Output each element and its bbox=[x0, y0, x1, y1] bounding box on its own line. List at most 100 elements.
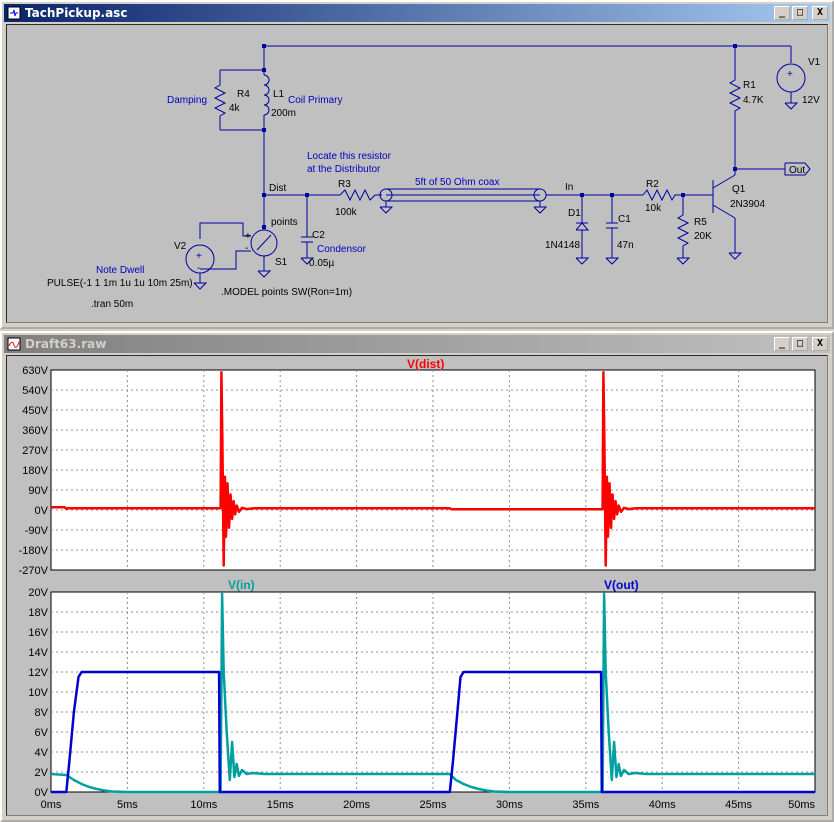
model-directive: .MODEL points SW(Ron=1m) bbox=[221, 287, 352, 298]
maximize-button[interactable]: □ bbox=[792, 6, 808, 20]
y-tick-label: 4V bbox=[35, 747, 49, 759]
y-tick-label: 90V bbox=[28, 485, 48, 497]
y-tick-label: 16V bbox=[28, 627, 48, 639]
y-tick-label: 6V bbox=[35, 727, 49, 739]
waveform-titlebar[interactable]: Draft63.raw _ □ X bbox=[4, 335, 830, 353]
r5-ref: R5 bbox=[694, 217, 707, 228]
trace-vout[interactable] bbox=[51, 670, 815, 794]
net-dist-label: Dist bbox=[269, 183, 286, 194]
y-tick-label: 630V bbox=[22, 365, 48, 377]
l1-note: Coil Primary bbox=[288, 95, 342, 106]
minimize-button[interactable]: _ bbox=[774, 6, 790, 20]
plot-canvas[interactable]: V(dist) 630V 540V 450V 360V 270V 180V 90V 0V -90… bbox=[6, 355, 828, 816]
x-tick-label: 35ms bbox=[572, 799, 599, 811]
tran-directive: .tran 50m bbox=[91, 299, 133, 310]
maximize-button[interactable]: □ bbox=[792, 337, 808, 351]
c2-value: 0.05µ bbox=[309, 258, 334, 269]
top-pane-y-ticks: 630V 540V 450V 360V 270V 180V 90V 0V -90V -180V -2… bbox=[19, 365, 49, 577]
r2-ref: R2 bbox=[646, 179, 659, 190]
net-out-label: Out bbox=[789, 165, 805, 176]
v2-ref: V2 bbox=[174, 241, 187, 252]
trace-vdist[interactable] bbox=[51, 370, 815, 567]
s1-minus-sign: - bbox=[245, 243, 248, 254]
v1-value: 12V bbox=[802, 95, 820, 106]
r4-ref: R4 bbox=[237, 89, 250, 100]
x-tick-label: 15ms bbox=[267, 799, 294, 811]
coax-label: 5ft of 50 Ohm coax bbox=[415, 177, 500, 188]
y-tick-label: 8V bbox=[35, 707, 49, 719]
v2-plus-sign: + bbox=[196, 251, 202, 262]
top-pane-traces bbox=[51, 370, 815, 567]
minimize-button[interactable]: _ bbox=[774, 337, 790, 351]
y-tick-label: -270V bbox=[19, 565, 49, 577]
trace-label-vin[interactable]: V(in) bbox=[228, 578, 255, 592]
y-tick-label: 0V bbox=[35, 505, 49, 517]
c2-ref: C2 bbox=[312, 230, 325, 241]
schematic-titlebar[interactable]: TachPickup.asc _ □ X bbox=[4, 4, 830, 22]
l1-ref: L1 bbox=[273, 89, 285, 100]
schematic-title: TachPickup.asc bbox=[25, 6, 128, 20]
close-button[interactable]: X bbox=[812, 6, 828, 20]
waveform-app-icon bbox=[7, 337, 21, 351]
net-in-label: In bbox=[565, 182, 573, 193]
y-tick-label: -90V bbox=[25, 525, 49, 537]
schematic-app-icon bbox=[7, 6, 21, 20]
y-tick-label: -180V bbox=[19, 545, 49, 557]
q1-value: 2N3904 bbox=[730, 199, 765, 210]
y-tick-label: 2V bbox=[35, 767, 49, 779]
v2-pulse: PULSE(-1 1 1m 1u 1u 10m 25m) bbox=[47, 278, 193, 289]
l1-value: 200m bbox=[271, 108, 296, 119]
waveform-title: Draft63.raw bbox=[25, 337, 107, 351]
y-tick-label: 450V bbox=[22, 405, 48, 417]
x-axis-ticks: 0ms 5ms 10ms 15ms 20ms 25ms 30ms 35ms 40ms 45ms 50… bbox=[41, 799, 816, 811]
y-tick-label: 270V bbox=[22, 445, 48, 457]
x-tick-label: 30ms bbox=[496, 799, 523, 811]
y-tick-label: 20V bbox=[28, 587, 48, 599]
waveform-window: Draft63.raw _ □ X V(dist) 630V 540V 450V 36… bbox=[0, 331, 834, 822]
r3-value: 100k bbox=[335, 207, 358, 218]
x-tick-label: 25ms bbox=[420, 799, 447, 811]
y-tick-label: 14V bbox=[28, 647, 48, 659]
x-tick-label: 20ms bbox=[343, 799, 370, 811]
r1-value: 4.7K bbox=[743, 95, 764, 106]
x-tick-label: 5ms bbox=[117, 799, 138, 811]
trace-vin[interactable] bbox=[50, 592, 815, 794]
d1-ref: D1 bbox=[568, 208, 581, 219]
v2-minus-sign: - bbox=[197, 263, 200, 274]
r5-value: 20K bbox=[694, 231, 712, 242]
y-tick-label: 0V bbox=[35, 787, 49, 799]
x-tick-label: 0ms bbox=[41, 799, 62, 811]
bottom-pane-y-ticks: 20V 18V 16V 14V 12V 10V 8V 6V 4V 2V 0V bbox=[28, 587, 48, 799]
v1-ref: V1 bbox=[808, 57, 821, 68]
bottom-pane-traces bbox=[50, 592, 815, 794]
r1-ref: R1 bbox=[743, 80, 756, 91]
s1-ref: S1 bbox=[275, 257, 288, 268]
y-tick-label: 540V bbox=[22, 385, 48, 397]
q1-ref: Q1 bbox=[732, 184, 746, 195]
top-pane-grid bbox=[51, 370, 815, 570]
v1-plus-sign: + bbox=[787, 69, 793, 80]
c1-value: 47n bbox=[617, 240, 634, 251]
r4-value: 4k bbox=[229, 103, 241, 114]
schematic-drawing: + + - + - R4 4k L1 200m Dist R3 100k poi… bbox=[47, 44, 821, 310]
r3-note-line2: at the Distributor bbox=[307, 164, 381, 175]
schematic-canvas[interactable]: + + - + - R4 4k L1 200m Dist R3 100k poi… bbox=[6, 24, 828, 323]
y-tick-label: 360V bbox=[22, 425, 48, 437]
r3-ref: R3 bbox=[338, 179, 351, 190]
x-tick-label: 50ms bbox=[788, 799, 815, 811]
trace-label-vout[interactable]: V(out) bbox=[604, 578, 639, 592]
s1-plus-sign: + bbox=[245, 231, 251, 242]
y-tick-label: 10V bbox=[28, 687, 48, 699]
plot-area[interactable]: V(dist) 630V 540V 450V 360V 270V 180V 90V 0V -90… bbox=[7, 356, 829, 817]
y-tick-label: 180V bbox=[22, 465, 48, 477]
close-button[interactable]: X bbox=[812, 337, 828, 351]
y-tick-label: 18V bbox=[28, 607, 48, 619]
y-tick-label: 12V bbox=[28, 667, 48, 679]
d1-value: 1N4148 bbox=[545, 240, 580, 251]
x-tick-label: 10ms bbox=[190, 799, 217, 811]
c1-ref: C1 bbox=[618, 214, 631, 225]
x-tick-label: 45ms bbox=[725, 799, 752, 811]
v2-note: Note Dwell bbox=[96, 265, 144, 276]
trace-label-vdist[interactable]: V(dist) bbox=[407, 357, 444, 371]
schematic-window: TachPickup.asc _ □ X bbox=[0, 0, 834, 329]
